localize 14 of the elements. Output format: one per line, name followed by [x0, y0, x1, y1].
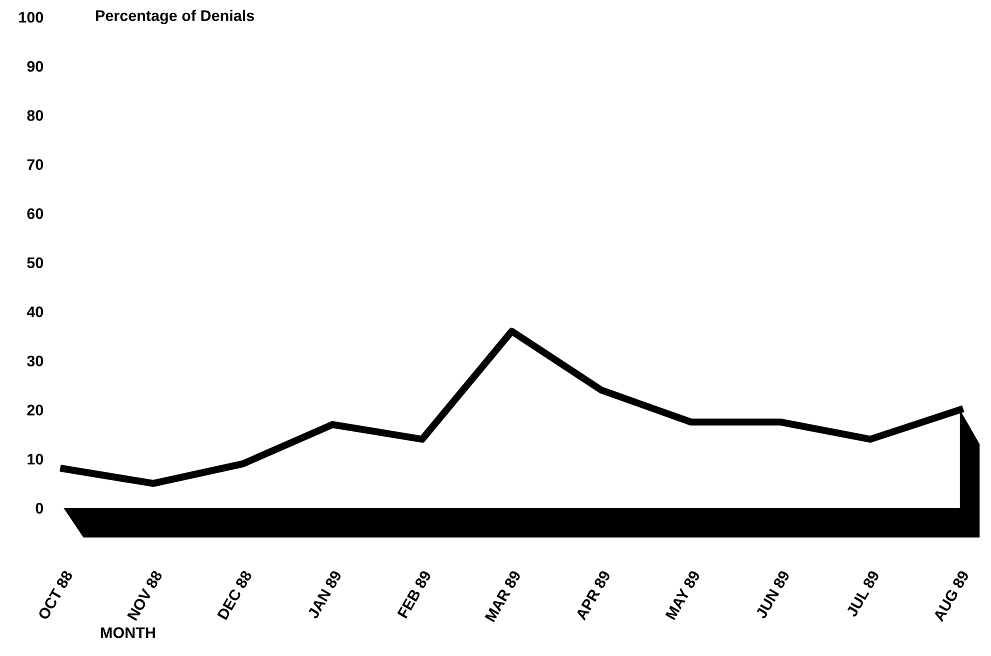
y-tick-label: 20 [27, 404, 44, 416]
y-tick-label: 90 [27, 60, 44, 72]
y-tick-label: 80 [27, 110, 44, 121]
y-tick-label: 30 [27, 356, 44, 366]
x-tick-label: JUL 89 [846, 570, 880, 618]
y-tick-label: 70 [27, 159, 44, 170]
y-tick-label: 60 [27, 208, 44, 220]
y-tick-label: 40 [26, 306, 44, 318]
y-tick-label: 10 [28, 454, 44, 465]
chart-title: Percentage of Denials [96, 10, 254, 24]
y-tick-label: 50 [27, 257, 44, 268]
x-axis-title: MONTH [101, 627, 155, 638]
y-tick-label: 100 [19, 12, 44, 23]
y-tick-label: 0 [36, 502, 44, 514]
